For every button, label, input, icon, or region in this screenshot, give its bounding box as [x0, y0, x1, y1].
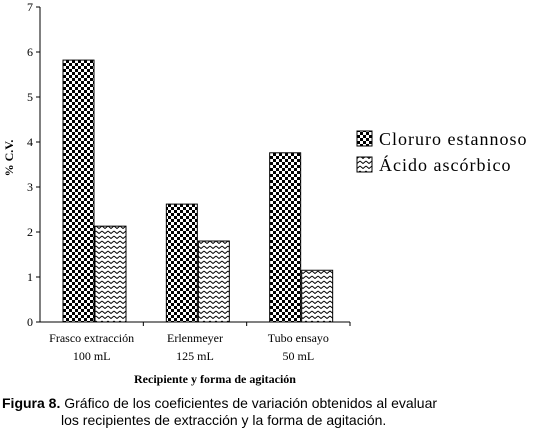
x-category-label: 125 mL	[176, 349, 214, 363]
y-tick-label: 5	[27, 90, 33, 104]
caption-line-2: los recipientes de extracción y la forma…	[61, 412, 387, 428]
caption-line-1: Gráfico de los coeficientes de variación…	[60, 395, 438, 411]
bar-cloruro-estannoso	[269, 152, 302, 323]
legend-label-acido-ascorbico: Ácido ascórbico	[379, 154, 511, 175]
x-category-label: Frasco extracción	[49, 331, 134, 345]
y-tick-label: 3	[27, 180, 33, 194]
bar-acido-ascorbico	[197, 240, 230, 323]
x-axis-title: Recipiente y forma de agitación	[134, 372, 296, 386]
legend-swatch-cloruro-estannoso	[356, 130, 373, 147]
y-tick-label: 6	[27, 45, 33, 59]
y-tick-label: 0	[27, 315, 33, 329]
bar-acido-ascorbico	[301, 269, 334, 323]
y-tick-label: 4	[27, 135, 33, 149]
chart: 0 1 2 3 4 5 6 7 Frasco extracción 100 mL Erlenmeye…	[2, 0, 527, 386]
y-tick-label: 2	[27, 225, 33, 239]
x-category-label: Erlenmeyer	[167, 331, 223, 345]
x-category-label: Tubo ensayo	[268, 331, 329, 345]
y-tick-label: 1	[27, 270, 33, 284]
legend: Cloruro estannoso Ácido ascórbico	[356, 129, 527, 175]
caption-label: Figura 8.	[2, 395, 61, 411]
x-category-label: 100 mL	[73, 349, 111, 363]
legend-label-cloruro-estannoso: Cloruro estannoso	[379, 129, 527, 149]
x-category-label: 50 mL	[282, 349, 314, 363]
bar-cloruro-estannoso	[165, 203, 198, 323]
bar-cloruro-estannoso	[62, 59, 95, 323]
figure-caption: Figura 8. Gráfico de los coeficientes de…	[2, 395, 552, 429]
y-axis-title: % C.V.	[2, 140, 16, 177]
bar-acido-ascorbico	[94, 225, 127, 323]
plot-area: 0 1 2 3 4 5 6 7 Frasco extracción 100 mL Erlenmeye…	[27, 0, 351, 363]
y-tick-label: 7	[27, 0, 33, 14]
legend-swatch-acido-ascorbico	[356, 156, 373, 173]
